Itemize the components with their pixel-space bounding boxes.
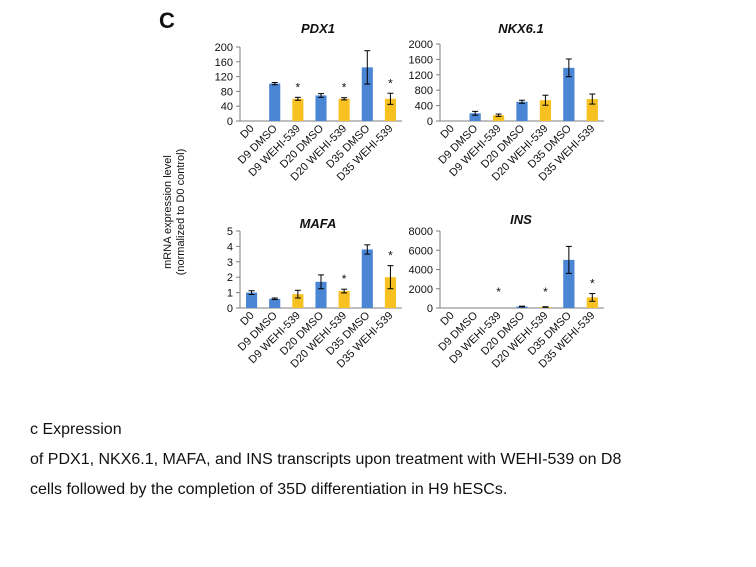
nkx61-ytick-label: 1600 <box>409 54 433 66</box>
ins-ytick-label: 6000 <box>409 245 433 257</box>
pdx1-significance-mark: * <box>342 81 347 95</box>
mafa-significance-mark: * <box>388 249 393 263</box>
nkx61-bar <box>469 113 481 121</box>
mafa-ytick-label: 4 <box>227 241 233 253</box>
pdx1-ytick-label: 160 <box>215 57 233 69</box>
figure-caption: c Expression of PDX1, NKX6.1, MAFA, and … <box>30 415 621 505</box>
mafa-ytick-label: 2 <box>227 272 233 284</box>
pdx1-ytick-label: 120 <box>215 72 233 84</box>
pdx1-ytick-label: 80 <box>221 86 233 98</box>
nkx61-bar <box>516 101 528 121</box>
mafa-ytick-label: 0 <box>227 303 233 315</box>
figure: C mRNA expression level (normalized to D… <box>159 8 604 370</box>
pdx1-bar <box>292 98 304 121</box>
nkx61-ytick-label: 2000 <box>409 39 433 51</box>
pdx1-bar <box>338 98 350 121</box>
mafa-title: MAFA <box>300 216 337 231</box>
pdx1-bar <box>269 83 281 121</box>
pdx1-ytick-label: 200 <box>215 42 233 54</box>
mafa-bar <box>246 292 258 308</box>
mafa-xtick-label: D0 <box>238 310 256 328</box>
mafa-ytick-label: 5 <box>227 226 233 238</box>
mafa-bar <box>315 281 327 308</box>
ins-xtick-label: D0 <box>438 310 456 328</box>
pdx1-ytick-label: 0 <box>227 116 233 128</box>
nkx61-ytick-label: 400 <box>415 101 433 113</box>
mafa-bar <box>292 294 304 308</box>
mafa-bar <box>269 298 281 308</box>
y-axis-label-line1: mRNA expression level <box>162 155 174 269</box>
ins-bar <box>586 297 598 308</box>
pdx1-significance-mark: * <box>388 76 393 90</box>
mafa-significance-mark: * <box>342 272 347 286</box>
ins-ytick-label: 0 <box>427 303 433 315</box>
ins-ytick-label: 4000 <box>409 265 433 277</box>
mafa-ytick-label: 3 <box>227 257 233 269</box>
pdx1-bar <box>315 95 327 121</box>
nkx61-xtick-label: D0 <box>438 123 456 141</box>
ins-title: INS <box>510 212 532 227</box>
mafa-bar <box>384 277 396 308</box>
pdx1-significance-mark: * <box>296 80 301 94</box>
nkx61-title: NKX6.1 <box>498 21 544 36</box>
mafa-bar <box>338 291 350 308</box>
ins-significance-mark: * <box>496 285 501 299</box>
pdx1-title: PDX1 <box>301 21 335 36</box>
ins-ytick-label: 8000 <box>409 226 433 238</box>
mafa-bar <box>361 249 373 308</box>
caption-line-3: cells followed by the completion of 35D … <box>30 481 508 498</box>
nkx61-bar <box>586 99 598 121</box>
ins-bar <box>563 259 575 308</box>
nkx61-ytick-label: 1200 <box>409 70 433 82</box>
nkx61-ytick-label: 800 <box>415 85 433 97</box>
caption-line-2: of PDX1, NKX6.1, MAFA, and INS transcrip… <box>30 451 622 468</box>
pdx1-bar <box>384 98 396 121</box>
pdx1-xtick-label: D0 <box>238 123 256 141</box>
shared-y-axis-label: mRNA expression level (normalized to D0 … <box>162 132 188 292</box>
pdx1-ytick-label: 40 <box>221 101 233 113</box>
mafa-ytick-label: 1 <box>227 288 233 300</box>
pdx1-bar <box>361 67 373 121</box>
ins-significance-mark: * <box>590 277 595 291</box>
nkx61-ytick-label: 0 <box>427 116 433 128</box>
ins-significance-mark: * <box>543 285 548 299</box>
ins-ytick-label: 2000 <box>409 284 433 296</box>
nkx61-bar <box>539 100 552 121</box>
panel-letter: C <box>159 8 175 33</box>
nkx61-bar <box>492 115 505 121</box>
caption-line-1: c Expression <box>30 421 122 438</box>
nkx61-bar <box>563 67 575 121</box>
y-axis-label-line2: (normalized to D0 control) <box>175 148 187 276</box>
